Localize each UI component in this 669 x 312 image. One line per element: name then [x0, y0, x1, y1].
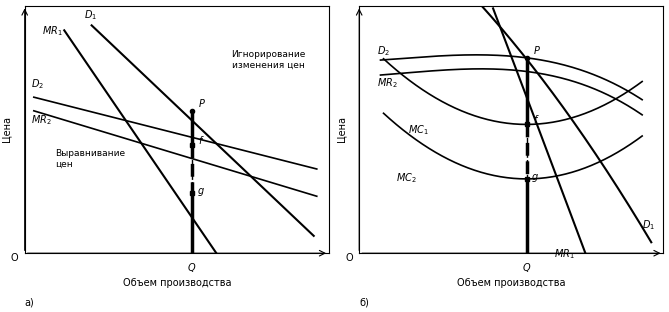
Text: Объем производства: Объем производства	[122, 278, 231, 288]
Text: $Q$: $Q$	[522, 261, 531, 274]
Text: $g$: $g$	[531, 172, 539, 184]
Text: $P$: $P$	[533, 44, 541, 56]
Text: $f$: $f$	[198, 134, 205, 146]
Text: Выравнивание
цен: Выравнивание цен	[55, 149, 125, 169]
Text: $MR_2$: $MR_2$	[31, 113, 52, 127]
Text: Игнорирование
изменения цен: Игнорирование изменения цен	[231, 50, 306, 70]
Text: Объем производства: Объем производства	[457, 278, 565, 288]
Text: $MC_2$: $MC_2$	[395, 171, 417, 185]
Text: O: O	[345, 253, 353, 263]
Text: $D_2$: $D_2$	[377, 44, 391, 57]
Text: $P$: $P$	[198, 97, 206, 109]
Text: $D_1$: $D_1$	[84, 8, 96, 22]
Text: $MR_1$: $MR_1$	[554, 247, 575, 261]
Text: $MR_2$: $MR_2$	[377, 76, 398, 90]
Text: б): б)	[359, 298, 369, 308]
Text: Цена: Цена	[336, 116, 346, 142]
Text: $D_2$: $D_2$	[31, 77, 44, 91]
Text: а): а)	[25, 298, 34, 308]
Text: $f$: $f$	[533, 113, 539, 125]
Text: $g$: $g$	[197, 186, 205, 198]
Text: Цена: Цена	[1, 116, 11, 142]
Text: O: O	[11, 253, 19, 263]
Text: $MC_1$: $MC_1$	[408, 123, 429, 137]
Text: $MR_1$: $MR_1$	[41, 24, 62, 38]
Text: $D_1$: $D_1$	[642, 218, 655, 232]
Text: $Q$: $Q$	[187, 261, 197, 274]
